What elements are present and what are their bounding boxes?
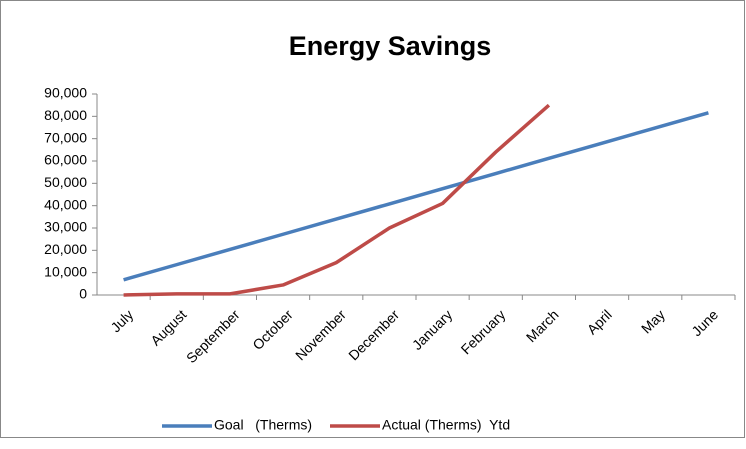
y-tick-label: 20,000 bbox=[44, 241, 87, 257]
legend-label: Actual (Therms) Ytd bbox=[382, 417, 510, 433]
y-tick-label: 30,000 bbox=[44, 219, 87, 235]
legend-label: Goal (Therms) bbox=[214, 417, 312, 433]
y-tick-label: 90,000 bbox=[44, 85, 87, 101]
y-tick-label: 60,000 bbox=[44, 152, 87, 168]
series-line bbox=[123, 111, 709, 282]
chart-title: Energy Savings bbox=[289, 31, 492, 61]
y-tick-label: 50,000 bbox=[44, 174, 87, 190]
y-tick-label: 40,000 bbox=[44, 196, 87, 212]
y-tick-label: 0 bbox=[79, 286, 87, 302]
y-tick-label: 80,000 bbox=[44, 107, 87, 123]
y-tick-label: 10,000 bbox=[44, 263, 87, 279]
y-tick-label: 70,000 bbox=[44, 129, 87, 145]
chart-border bbox=[0, 0, 745, 438]
series-line bbox=[123, 103, 551, 297]
